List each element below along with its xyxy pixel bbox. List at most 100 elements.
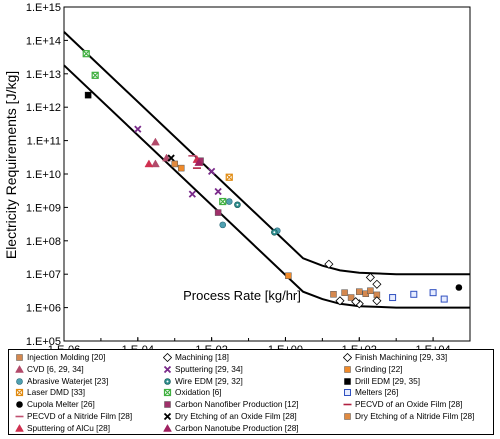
x-tick-label: 1.E-02 bbox=[195, 344, 227, 350]
y-axis-label: Electricity Requirements [J/kg] bbox=[3, 71, 19, 259]
x-tick-label: 1.E-04 bbox=[122, 344, 154, 350]
legend-marker bbox=[163, 353, 172, 362]
legend-marker-shape bbox=[344, 389, 351, 397]
legend-marker-shape bbox=[344, 377, 351, 385]
data-point bbox=[389, 294, 397, 302]
x-axis-label: Process Rate [kg/hr] bbox=[183, 288, 301, 303]
data-point bbox=[365, 272, 375, 283]
legend-label: Wire EDM [29, 32] bbox=[175, 375, 243, 386]
legend: Injection Molding [20] CVD [6, 29, 34] Abr… bbox=[8, 349, 494, 435]
y-tick-label: 1.E+12 bbox=[26, 102, 61, 114]
legend-marker bbox=[163, 365, 172, 373]
data-point bbox=[351, 297, 361, 307]
legend-marker-shape bbox=[163, 353, 172, 362]
data-point bbox=[440, 295, 448, 303]
y-tick-label: 1.E+11 bbox=[27, 136, 61, 148]
legend-label: Machining [18] bbox=[175, 352, 229, 362]
legend-label: Sputtering of AlCu [28] bbox=[27, 422, 111, 433]
legend-marker bbox=[15, 364, 24, 373]
series-12 bbox=[455, 284, 463, 291]
legend-marker bbox=[16, 401, 23, 408]
data-point bbox=[177, 164, 185, 172]
data-point bbox=[214, 187, 222, 196]
series-1 bbox=[324, 259, 382, 309]
legend-label: Sputtering [29, 34] bbox=[175, 363, 243, 374]
legend-label: Injection Molding [20] bbox=[27, 352, 106, 362]
x-tick-label: 1.E-06 bbox=[48, 344, 80, 350]
data-point bbox=[330, 291, 337, 298]
legend-marker bbox=[164, 377, 171, 385]
legend-marker bbox=[15, 389, 24, 397]
series-4 bbox=[134, 125, 222, 198]
x-tick-label: 1.E+04 bbox=[416, 344, 451, 350]
legend-label: Laser DMD [33] bbox=[27, 387, 86, 398]
y-tick-label: 1.E+07 bbox=[26, 269, 61, 281]
data-point bbox=[367, 287, 374, 294]
data-point bbox=[219, 197, 227, 206]
data-point bbox=[455, 284, 463, 291]
data-point bbox=[219, 221, 227, 229]
legend-marker-shape bbox=[344, 413, 351, 420]
legend-label: Melters [26] bbox=[355, 387, 399, 398]
legend-marker bbox=[343, 403, 352, 406]
data-point bbox=[234, 201, 241, 209]
y-tick-label: 1.E+05 bbox=[26, 336, 61, 348]
y-tick-label: 1.E+14 bbox=[26, 35, 61, 47]
data-point bbox=[372, 296, 382, 306]
legend-label: PECVD of an Oxide Film [28] bbox=[355, 399, 463, 410]
legend-label: Dry Etching of a Nitride Film [28] bbox=[355, 411, 475, 421]
y-tick-label: 1.E+09 bbox=[26, 202, 61, 214]
y-tick-label: 1.E+06 bbox=[26, 303, 61, 315]
legend-label: Cupola Melter [26] bbox=[27, 399, 95, 410]
series-2 bbox=[335, 272, 382, 307]
legend-label: Carbon Nanofiber Production [12] bbox=[175, 399, 299, 410]
data-point bbox=[356, 288, 363, 295]
data-point bbox=[82, 50, 90, 58]
data-point bbox=[150, 159, 160, 168]
chart: 1.E-06 1.E-04 1.E-02 1.E+00 1.E+02 1.E+04 1.E+… bbox=[3, 2, 471, 350]
legend-marker-shape bbox=[163, 389, 172, 397]
data-point bbox=[171, 160, 178, 168]
data-point bbox=[271, 228, 278, 236]
legend-marker-shape bbox=[15, 389, 24, 397]
legend-marker-shape bbox=[16, 401, 23, 408]
series-9 bbox=[225, 173, 233, 181]
data-points bbox=[82, 50, 463, 309]
y-tick-label: 1.E+13 bbox=[26, 69, 61, 81]
legend-marker-shape bbox=[15, 364, 24, 373]
data-point bbox=[162, 153, 171, 162]
axes: 1.E-06 1.E-04 1.E-02 1.E+00 1.E+02 1.E+04 1.E+… bbox=[26, 2, 471, 350]
data-point bbox=[207, 167, 216, 175]
data-point bbox=[372, 279, 382, 289]
data-point bbox=[84, 91, 92, 99]
legend-marker-shape bbox=[163, 423, 172, 432]
series-5 bbox=[177, 164, 292, 279]
legend-marker bbox=[344, 413, 351, 420]
legend-marker bbox=[343, 353, 352, 362]
data-point bbox=[341, 289, 348, 296]
upper-bound-curve bbox=[63, 31, 470, 276]
legend-label: Dry Etching of an Oxide Film [28] bbox=[175, 411, 297, 421]
data-point bbox=[91, 71, 99, 79]
y-tick-label: 1.E+08 bbox=[26, 236, 61, 248]
series-16 bbox=[167, 154, 175, 162]
data-point bbox=[194, 158, 204, 166]
lower-bound-curve bbox=[63, 64, 470, 309]
legend-marker bbox=[15, 415, 24, 418]
data-point bbox=[347, 294, 355, 301]
data-point bbox=[188, 190, 196, 198]
legend-marker-shape bbox=[163, 365, 172, 373]
legend-marker-shape bbox=[16, 377, 23, 385]
data-point bbox=[214, 209, 222, 216]
legend-label: Drill EDM [29, 35] bbox=[355, 375, 421, 386]
legend-label: Carbon Nanotube Production [28] bbox=[175, 422, 299, 433]
series-10 bbox=[82, 50, 227, 206]
series-17 bbox=[171, 160, 178, 168]
legend-marker bbox=[164, 401, 171, 408]
data-point bbox=[324, 259, 334, 269]
data-point bbox=[429, 289, 437, 297]
legend-marker bbox=[163, 389, 172, 397]
legend-marker bbox=[163, 423, 172, 432]
series-11 bbox=[389, 289, 448, 303]
series-8 bbox=[84, 91, 92, 99]
